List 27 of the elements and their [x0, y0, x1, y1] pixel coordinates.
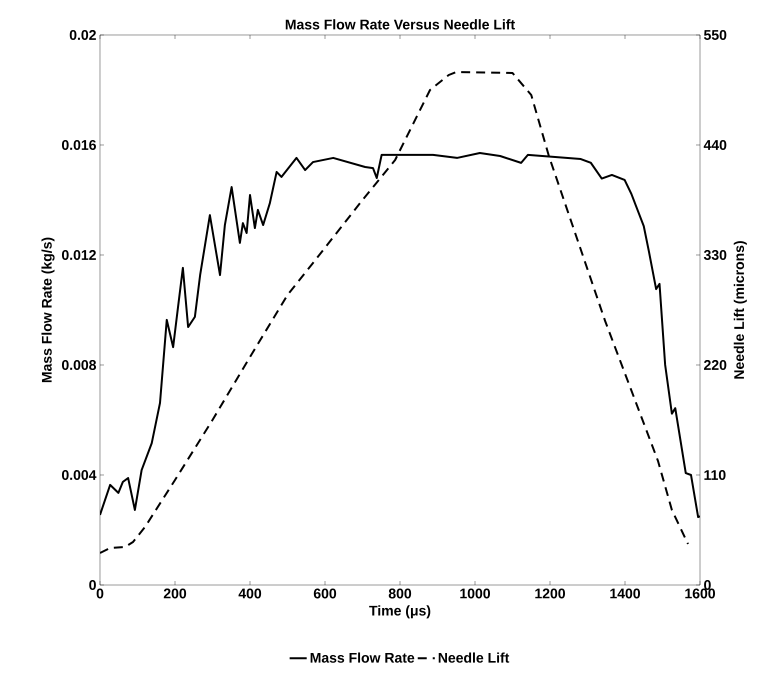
y2-tick-label: 440	[704, 140, 726, 150]
x-tick-label: 1200	[535, 588, 565, 598]
x-axis-title: Time (μs)	[369, 605, 430, 618]
y2-tick-label: 220	[704, 360, 726, 370]
x-tick-label: 200	[164, 588, 186, 598]
x-tick-label: 1400	[610, 588, 640, 598]
y2-tick-label: 330	[704, 250, 726, 260]
x-tick-label: 800	[388, 588, 412, 598]
x-tick-label: 400	[238, 588, 262, 598]
y2-tick-label: 0	[704, 580, 711, 590]
x-tick-label: 0	[96, 588, 104, 598]
x-tick-label: 600	[314, 588, 336, 598]
legend-label: Mass Flow Rate	[310, 652, 414, 663]
y-tick-label: 0.008	[62, 360, 96, 370]
y-tick-label: 0.004	[62, 470, 96, 480]
y-tick-label: 0	[89, 580, 96, 590]
chart-title: Mass Flow Rate Versus Needle Lift	[286, 19, 515, 30]
y2-tick-label: 110	[704, 470, 726, 480]
y-tick-label: 0.02	[70, 30, 96, 40]
y2-axis-title: Needle Lift (microns)	[734, 241, 747, 379]
x-tick-label: 1000	[460, 588, 490, 598]
y2-tick-label: 550	[704, 30, 726, 40]
y-tick-label: 0.012	[62, 250, 96, 260]
legend-label: Needle Lift	[438, 652, 510, 663]
y-tick-label: 0.016	[62, 140, 96, 150]
x-tick-label: 1600	[685, 588, 715, 598]
y-axis-title: Mass Flow Rate (kg/s)	[41, 238, 55, 382]
